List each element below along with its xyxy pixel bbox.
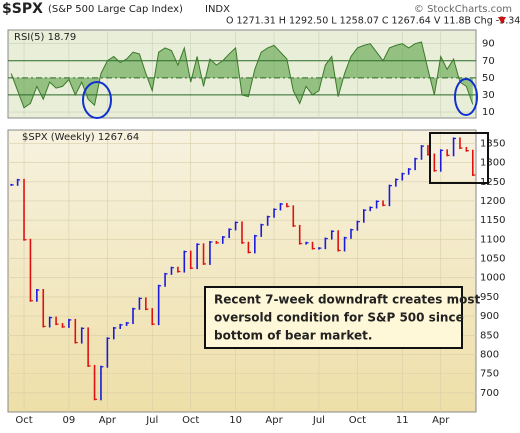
y-tick-label: 900 — [480, 311, 499, 322]
y-tick-label: 700 — [480, 388, 499, 399]
price-label: $SPX (Weekly) 1267.64 — [22, 132, 139, 143]
y-tick-label: 90 — [482, 39, 495, 50]
y-tick-label: 850 — [480, 330, 499, 341]
x-tick-label: 10 — [229, 415, 242, 426]
annotation-line: Recent 7-week downdraft creates most — [214, 293, 480, 307]
quote: O 1271.31 H 1292.50 L 1258.07 C 1267.64 … — [226, 16, 520, 27]
x-tick-label: Apr — [432, 415, 450, 426]
y-tick-label: 1150 — [480, 215, 505, 226]
x-tick-label: Jul — [145, 415, 158, 426]
y-tick-label: 950 — [480, 292, 499, 303]
annotation-box — [204, 286, 463, 349]
x-tick-label: 11 — [396, 415, 409, 426]
y-tick-label: 1050 — [480, 254, 505, 265]
y-tick-label: 1350 — [480, 138, 505, 149]
x-tick-label: Jul — [312, 415, 325, 426]
y-tick-label: 1200 — [480, 196, 505, 207]
y-tick-label: 30 — [482, 90, 495, 101]
highlight-circle — [454, 78, 478, 116]
annotation-line: bottom of bear market. — [214, 329, 372, 343]
credit: © StockCharts.com — [414, 4, 512, 15]
y-tick-label: 1300 — [480, 158, 505, 169]
rsi-label: RSI(5) 18.79 — [14, 32, 76, 43]
y-tick-label: 1000 — [480, 273, 505, 284]
highlight-box — [429, 132, 489, 184]
price-panel — [7, 129, 477, 413]
y-tick-label: 800 — [480, 349, 499, 360]
rsi-line — [10, 41, 474, 109]
down-arrow — [498, 17, 506, 24]
x-tick-label: Oct — [182, 415, 199, 426]
y-tick-label: 750 — [480, 369, 499, 380]
x-tick-label: Apr — [99, 415, 117, 426]
x-tick-label: Apr — [265, 415, 283, 426]
y-tick-label: 50 — [482, 73, 495, 84]
index-name: (S&P 500 Large Cap Index) — [48, 4, 183, 15]
y-tick-label: 1100 — [480, 234, 505, 245]
y-tick-label: 10 — [482, 107, 495, 118]
x-tick-label: 09 — [63, 415, 76, 426]
exchange: INDX — [205, 4, 230, 15]
x-tick-label: Oct — [15, 415, 32, 426]
x-tick-label: Oct — [349, 415, 366, 426]
y-tick-label: 1250 — [480, 177, 505, 188]
annotation-line: oversold condition for S&P 500 since — [214, 311, 464, 325]
symbol: $SPX — [2, 1, 43, 17]
rsi-area — [11, 41, 473, 108]
highlight-circle — [82, 81, 112, 119]
y-tick-label: 70 — [482, 56, 495, 67]
